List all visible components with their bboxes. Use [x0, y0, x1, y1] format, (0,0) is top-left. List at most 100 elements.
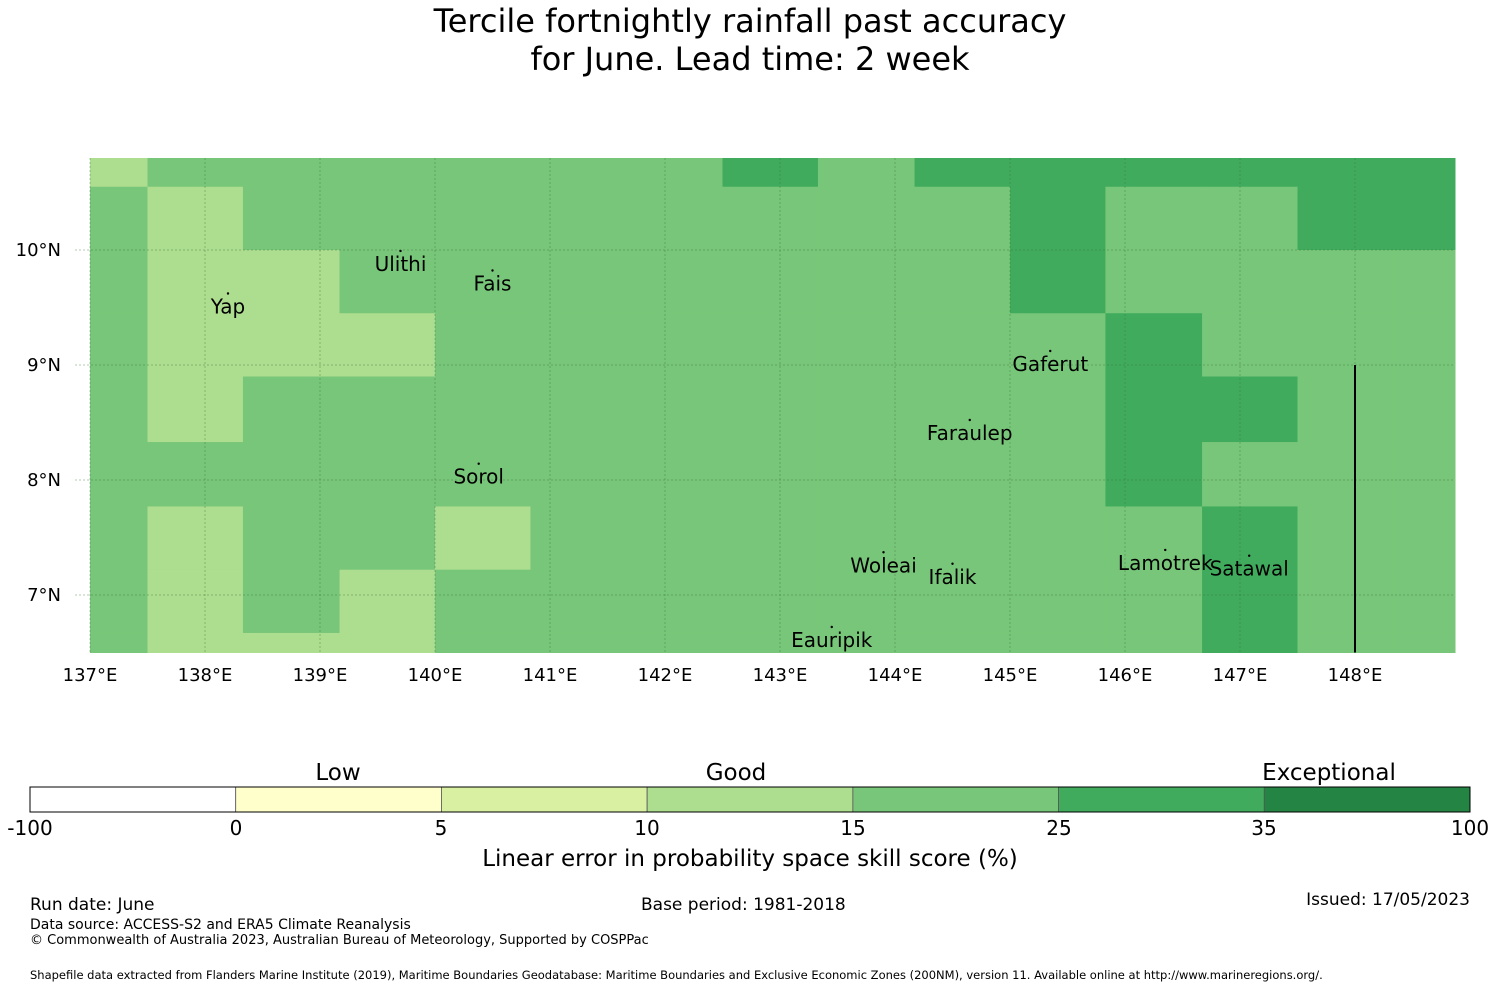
- grid-cell: [1297, 376, 1394, 443]
- island-label: Gaferut: [1012, 352, 1088, 376]
- grid-cell: [1010, 569, 1106, 634]
- island-marker: [491, 269, 494, 272]
- grid-cell: [1010, 186, 1106, 251]
- grid-cell: [90, 632, 148, 653]
- grid-cell: [1202, 158, 1298, 188]
- grid-cell: [1392, 158, 1456, 188]
- colorbar-tick: 25: [1046, 816, 1072, 840]
- grid-cell: [242, 158, 341, 188]
- grid-cell: [530, 158, 628, 188]
- grid-cell: [1392, 186, 1456, 251]
- longitude-ticks: 137°E 138°E 139°E 140°E 141°E 142°E 143°E 144°E…: [63, 665, 1383, 686]
- grid-cell: [817, 376, 916, 443]
- run-date: Run date: June: [30, 895, 155, 915]
- longitude-tick-label: 146°E: [1098, 665, 1153, 686]
- base-period: Base period: 1981-2018: [641, 895, 846, 915]
- grid-cell: [435, 313, 531, 377]
- colorbar-tick: 5: [434, 816, 448, 840]
- grid-cell: [90, 376, 148, 443]
- grid-cell: [90, 250, 148, 314]
- grid-cell: [627, 569, 723, 634]
- colorbar-category-low: Low: [315, 760, 361, 786]
- grid-cell: [435, 376, 531, 443]
- grid-cell: [914, 158, 1011, 188]
- grid-cell: [914, 569, 1011, 634]
- grid-cell: [530, 569, 628, 634]
- longitude-tick-label: 137°E: [63, 665, 118, 686]
- shapefile-credit: Shapefile data extracted from Flanders M…: [30, 968, 1323, 982]
- grid-cell: [435, 569, 531, 634]
- island-labels: Ulithi Fais Yap Gaferut Faraulep Sorol Woleai I…: [210, 249, 1289, 652]
- grid-cell: [627, 506, 723, 571]
- longitude-tick-label: 148°E: [1328, 665, 1383, 686]
- longitude-tick-label: 138°E: [178, 665, 233, 686]
- longitude-tick-label: 143°E: [753, 665, 808, 686]
- grid-cell: [242, 569, 341, 634]
- longitude-tick-label: 147°E: [1213, 665, 1268, 686]
- colorbar-tick: 10: [634, 816, 660, 840]
- grid-cell: [90, 442, 148, 507]
- colorbar: [29, 786, 1471, 813]
- grid-cell: [147, 250, 244, 314]
- colorbar-tick: 15: [840, 816, 866, 840]
- longitude-tick-label: 141°E: [523, 665, 578, 686]
- grid-cell: [1392, 632, 1456, 653]
- colorbar-category-good: Good: [705, 760, 767, 786]
- island-label: Lamotrek: [1118, 551, 1213, 575]
- grid-cell: [1105, 506, 1203, 571]
- grid-cell: [1392, 442, 1456, 507]
- grid-cell: [1297, 313, 1394, 377]
- grid-cell: [1202, 442, 1298, 507]
- grid-cell: [1105, 250, 1203, 314]
- latitude-tick-label: 7°N: [27, 585, 61, 606]
- island-label: Yap: [210, 295, 245, 319]
- grid-cell: [1202, 250, 1298, 314]
- grid-cell: [722, 376, 819, 443]
- grid-cell: [1202, 376, 1298, 443]
- grid-cell: [242, 442, 341, 507]
- grid-cell: [817, 186, 916, 251]
- grid-cell: [147, 158, 244, 188]
- grid-cell: [914, 442, 1011, 507]
- grid-cell: [147, 186, 244, 251]
- latitude-tick-label: 9°N: [27, 355, 61, 376]
- colorbar-segment: [646, 786, 854, 813]
- grid-cell: [1105, 632, 1203, 653]
- grid-cell: [627, 442, 723, 507]
- grid-cell: [242, 632, 341, 653]
- grid-cell: [242, 313, 341, 377]
- grid-cell: [1105, 442, 1203, 507]
- grid-cell: [1010, 250, 1106, 314]
- grid-cell: [1392, 506, 1456, 571]
- grid-cell: [914, 313, 1011, 377]
- title-line-2: for June. Lead time: 2 week: [530, 40, 970, 78]
- grid-cell: [1392, 376, 1456, 443]
- colorbar-tick: 100: [1450, 816, 1490, 840]
- longitude-tick-label: 142°E: [638, 665, 693, 686]
- grid-cell: [530, 442, 628, 507]
- island-label: Ifalik: [929, 565, 977, 589]
- grid-cell: [339, 632, 436, 653]
- island-marker: [1248, 554, 1251, 557]
- grid-cell: [242, 376, 341, 443]
- grid-cell: [1297, 569, 1394, 634]
- grid-cell: [1010, 506, 1106, 571]
- grid-cell: [817, 442, 916, 507]
- longitude-tick-label: 139°E: [293, 665, 348, 686]
- grid-cell: [339, 250, 436, 314]
- grid-cell: [1392, 250, 1456, 314]
- grid-cell: [627, 632, 723, 653]
- grid-cell: [1297, 250, 1394, 314]
- island-label: Eauripik: [791, 628, 873, 652]
- issued-date: Issued: 17/05/2023: [1306, 890, 1470, 910]
- grid-cell: [530, 313, 628, 377]
- grid-cell: [722, 313, 819, 377]
- grid-cell: [722, 569, 819, 634]
- island-marker: [226, 292, 230, 295]
- grid-cell: [1392, 569, 1456, 634]
- grid-cell: [1392, 313, 1456, 377]
- grid-cell: [722, 250, 819, 314]
- grid-cell: [242, 250, 341, 314]
- grid-cell: [339, 442, 436, 507]
- grid-cell: [530, 186, 628, 251]
